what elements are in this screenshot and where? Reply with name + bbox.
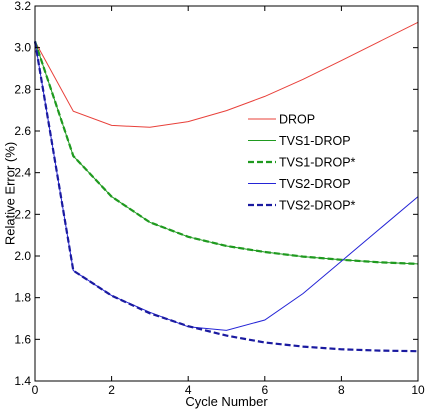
series-line-tvs2-drop- — [33, 41, 419, 353]
plot-frame — [34, 5, 419, 382]
y-tick-label: 1.8 — [14, 291, 31, 305]
legend-label: TVS1-DROP* — [279, 156, 356, 170]
series-line-tvs1-drop- — [33, 41, 419, 265]
x-tick-label: 6 — [261, 383, 268, 397]
x-tick-label: 2 — [108, 383, 115, 397]
y-tick-label: 3.0 — [14, 41, 31, 55]
series-line-tvs2-drop — [34, 41, 419, 331]
y-tick-label: 2.0 — [14, 249, 31, 263]
x-tick-label: 8 — [338, 383, 345, 397]
x-tick-label: 0 — [32, 383, 39, 397]
x-axis-label: Cycle Number — [185, 394, 268, 409]
y-tick-label: 3.2 — [14, 0, 31, 13]
series-layer — [33, 21, 419, 353]
y-tick-label: 2.6 — [14, 124, 31, 138]
y-tick-label: 2.8 — [14, 82, 31, 96]
x-tick-label: 4 — [185, 383, 192, 397]
y-tick-label: 1.6 — [14, 332, 31, 346]
legend-label: DROP — [279, 113, 315, 127]
legend-label: TVS1-DROP — [279, 134, 351, 148]
series-line-tvs1-drop — [34, 41, 419, 265]
y-axis-label: Relative Error (%) — [2, 142, 17, 245]
legend-label: TVS2-DROP* — [279, 199, 356, 213]
legend-label: TVS2-DROP — [279, 177, 351, 191]
x-tick-label: 10 — [411, 383, 425, 397]
y-tick-label: 2.2 — [14, 207, 31, 221]
y-tick-label: 1.4 — [14, 374, 31, 388]
series-line-drop — [34, 21, 419, 128]
legend: DROP TVS1-DROP TVS1-DROP* TVS2-DROP TVS2-DRO… — [248, 113, 356, 213]
y-tick-label: 2.4 — [14, 166, 31, 180]
axis-layer: 0 2 4 6 8 10 1.4 1.6 1.8 2.0 2.2 2.4 2.6 2.8 3.0 3.2 — [14, 0, 425, 397]
